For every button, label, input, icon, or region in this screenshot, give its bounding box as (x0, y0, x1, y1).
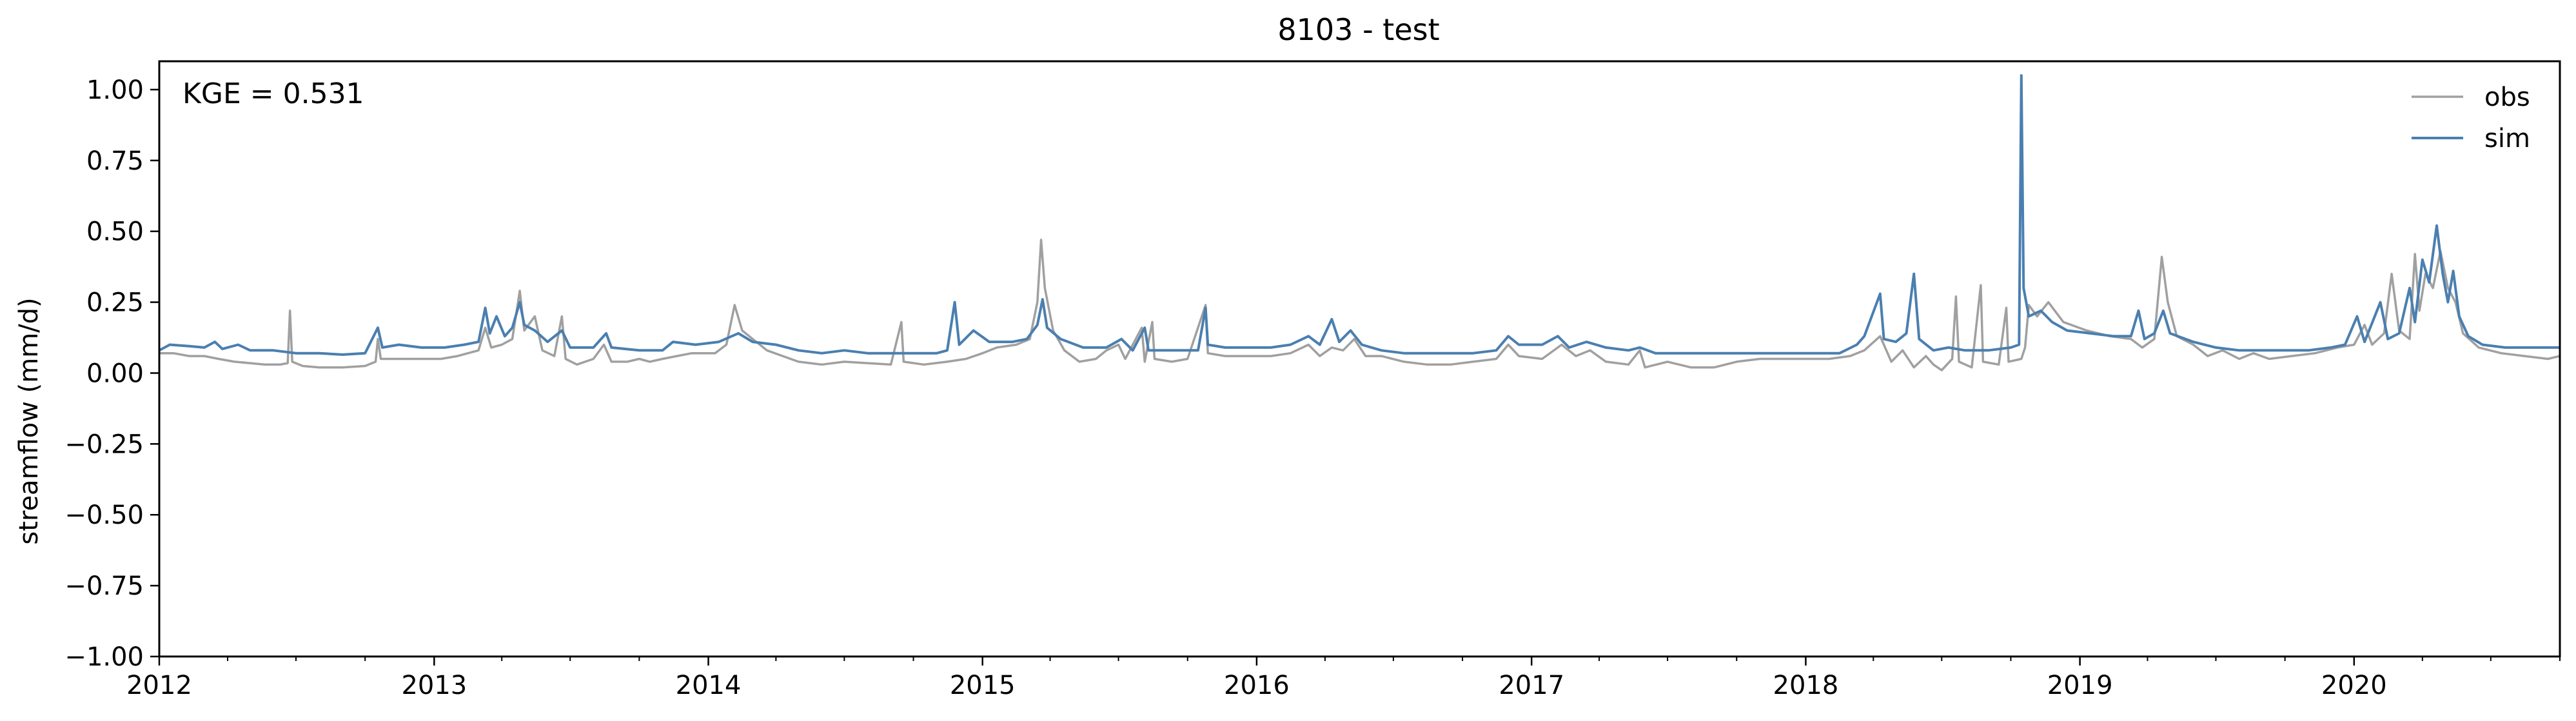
x-tick-label: 2012 (126, 671, 192, 700)
kge-annotation: KGE = 0.531 (182, 77, 364, 110)
y-tick-label: 0.00 (86, 359, 144, 388)
x-tick-label: 2015 (950, 671, 1016, 700)
legend: obs sim (2412, 83, 2530, 153)
y-tick-label: 1.00 (86, 75, 144, 105)
plot-area (158, 60, 2561, 658)
plot-frame (158, 60, 2561, 658)
y-tick-label: 0.25 (86, 288, 144, 318)
x-axis: 2012 2013 2014 2015 2016 2017 2018 2019 2020 (126, 657, 2561, 700)
y-axis-label: streamflow (mm/d) (14, 297, 44, 544)
y-tick-label: −0.25 (64, 430, 144, 459)
series-layer (159, 74, 2561, 371)
chart-title: 8103 - test (1277, 12, 1439, 47)
y-tick-label: −0.50 (64, 500, 144, 530)
y-tick-label: −1.00 (64, 642, 144, 672)
y-tick-label: 0.75 (86, 146, 144, 176)
x-tick-label: 2017 (1499, 671, 1564, 700)
x-tick-label: 2019 (2047, 671, 2113, 700)
series-line-sim (159, 74, 2560, 356)
legend-label-obs: obs (2484, 83, 2530, 112)
y-tick-label: −0.75 (64, 571, 144, 601)
x-tick-label: 2013 (401, 671, 467, 700)
y-tick-label: 0.50 (86, 217, 144, 247)
x-tick-label: 2018 (1773, 671, 1839, 700)
x-tick-label: 2016 (1224, 671, 1290, 700)
legend-label-sim: sim (2484, 124, 2530, 153)
x-tick-label: 2014 (676, 671, 742, 700)
x-tick-label: 2020 (2321, 671, 2387, 700)
y-axis: 1.00 0.75 0.50 0.25 0.00 −0.25 −0.50 −0.75 −1.00 (64, 75, 159, 672)
